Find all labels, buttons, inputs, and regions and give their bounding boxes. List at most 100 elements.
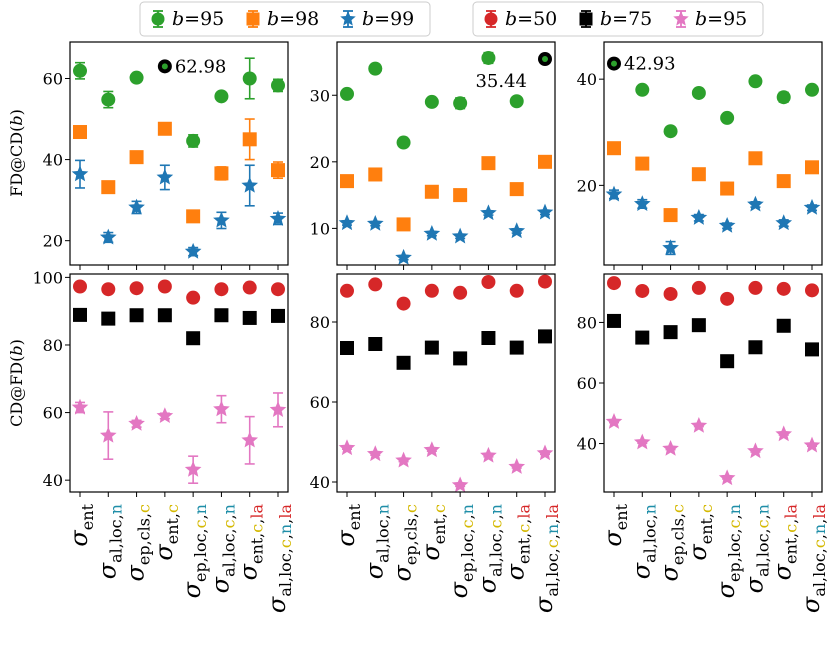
data-point xyxy=(805,342,819,357)
legend-left: b=95 b=98 b=99 xyxy=(139,1,431,37)
data-point xyxy=(453,285,468,300)
data-point xyxy=(271,308,285,323)
x-tick-label-sub: ent xyxy=(78,503,97,530)
series-b=95 xyxy=(71,392,287,485)
data-point xyxy=(635,330,650,345)
x-tick-label: σal,loc,n xyxy=(627,504,659,579)
x-tick-label-sub-part: c xyxy=(458,519,477,528)
panel-top-right: 20 40 42.93 xyxy=(577,41,823,270)
data-point xyxy=(73,125,87,140)
x-tick-label-sub-part: , xyxy=(543,519,562,524)
data-point xyxy=(271,163,285,178)
data-point xyxy=(129,308,144,323)
x-tick-label-sigma: σ xyxy=(530,596,558,613)
x-tick-label-sub-part: n xyxy=(106,504,125,514)
x-tick-label-sub-part: c xyxy=(753,519,772,528)
x-tick-label-sigma: σ xyxy=(473,576,501,593)
series-b=75 xyxy=(73,307,285,346)
y-tick-label: 60 xyxy=(577,374,597,393)
data-point xyxy=(538,329,552,344)
x-tick-label: σent,c,la xyxy=(235,504,267,581)
data-point xyxy=(101,180,116,195)
x-tick-label-sub: ep,loc, xyxy=(725,528,744,582)
x-tick-label-sigma: σ xyxy=(502,563,530,580)
x-tick-label: σep,cls,c xyxy=(122,504,154,582)
x-tick-label-sub: al,loc, xyxy=(373,514,392,563)
data-point xyxy=(805,283,819,298)
panel-bottom-left: 40 60 80 100 xyxy=(32,268,289,497)
x-tick-label-sigma: σ xyxy=(235,563,263,580)
data-point xyxy=(157,279,172,294)
data-point xyxy=(368,277,383,292)
x-tick-label-sub: ent, xyxy=(163,513,182,544)
x-tick-label: σep,cls,c xyxy=(389,504,421,582)
data-point xyxy=(536,444,554,461)
x-tick-label-sigma: σ xyxy=(684,544,712,561)
data-point xyxy=(775,214,793,231)
x-tick-label-sub-part: c xyxy=(402,504,421,513)
data-point xyxy=(663,286,678,301)
x-tick-label-sub: al,loc, xyxy=(276,548,295,597)
x-tick-label: σent,c xyxy=(417,504,449,561)
y-tick-label: 80 xyxy=(310,313,330,332)
series-b=98 xyxy=(340,154,552,232)
x-tick-label-sub-part: n xyxy=(753,504,772,514)
x-tick-label-sigma: σ xyxy=(627,562,655,579)
legend-label: b=50 xyxy=(505,8,557,30)
panel-top-middle: 10 20 30 35.44 xyxy=(310,41,556,270)
data-point xyxy=(805,82,819,97)
series-b=75 xyxy=(607,313,819,369)
data-point xyxy=(340,283,354,298)
data-point xyxy=(776,174,791,189)
x-tick-label-sub-part: n xyxy=(219,504,238,514)
data-point xyxy=(186,209,201,224)
data-point xyxy=(776,90,791,105)
data-point xyxy=(691,85,706,100)
data-point xyxy=(157,308,172,323)
y-tick-label: 30 xyxy=(310,86,330,105)
y-tick-label: 40 xyxy=(577,70,597,89)
x-tick-label-sub-part: , xyxy=(782,519,801,524)
x-tick-label: σep,cls,c xyxy=(656,504,688,582)
data-point xyxy=(186,133,201,148)
legend-entry: b=99 xyxy=(340,8,414,30)
legend-label-value: =95 xyxy=(184,8,224,30)
data-point xyxy=(73,63,87,78)
data-point xyxy=(720,181,735,196)
data-point xyxy=(633,195,651,212)
series-b=95 xyxy=(607,56,819,139)
data-point xyxy=(424,283,439,298)
data-point xyxy=(396,296,411,311)
data-point xyxy=(748,151,763,166)
data-point xyxy=(635,283,650,298)
data-point xyxy=(396,135,411,150)
data-point xyxy=(635,156,650,171)
x-tick-label-sub: al,loc, xyxy=(640,514,659,563)
x-tick-label-sub-part: la xyxy=(810,504,829,519)
x-tick-label-sub: al,loc, xyxy=(810,548,829,597)
series-b=75 xyxy=(340,329,552,370)
data-point xyxy=(720,110,735,125)
x-tick-label-sigma: σ xyxy=(740,576,768,593)
x-tick-label-sub-part: c xyxy=(543,539,562,548)
x-tick-label-sigma: σ xyxy=(332,530,360,547)
data-point xyxy=(213,400,230,417)
data-point xyxy=(73,279,87,294)
data-point xyxy=(508,222,526,239)
data-point xyxy=(269,401,287,417)
data-point xyxy=(508,458,526,474)
data-point xyxy=(509,94,524,109)
x-tick-label-sub: ent xyxy=(612,503,631,530)
x-tick-label-sub-part: n xyxy=(458,504,477,514)
x-tick-label-sigma: σ xyxy=(122,565,150,582)
data-point xyxy=(451,227,469,244)
data-point xyxy=(607,276,621,291)
x-tick-label-sigma: σ xyxy=(65,530,93,547)
x-tick-label: σent xyxy=(599,503,631,546)
data-point xyxy=(396,217,411,232)
legend-marker xyxy=(579,12,593,26)
data-point xyxy=(129,150,144,165)
x-tick-label-sub-part: c xyxy=(515,524,534,533)
data-point xyxy=(453,188,468,203)
